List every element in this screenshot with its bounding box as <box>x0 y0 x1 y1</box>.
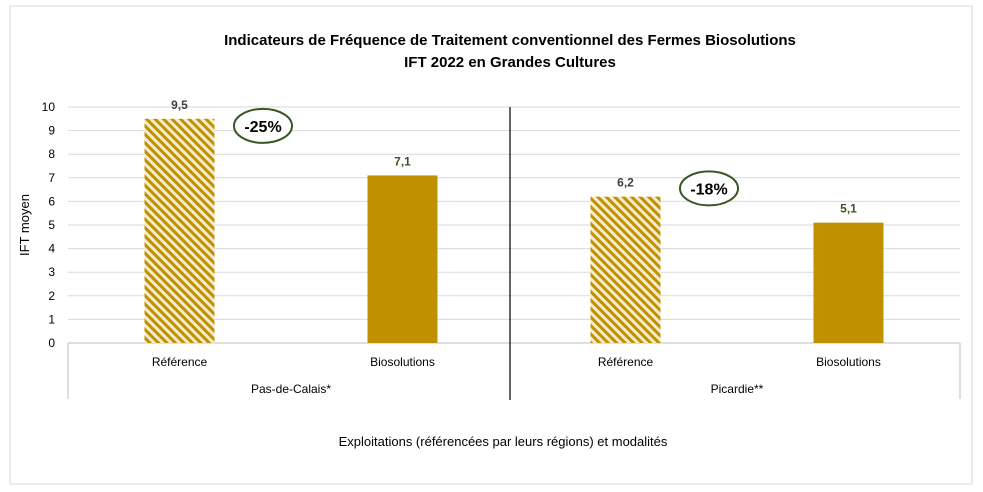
data-label: 9,5 <box>171 98 188 112</box>
y-tick-label: 8 <box>48 147 55 161</box>
y-tick-labels: 0 1 2 3 4 5 6 7 8 9 10 <box>42 100 56 350</box>
bar <box>813 222 884 343</box>
y-tick-label: 3 <box>48 265 55 279</box>
reduction-label: -18% <box>690 181 727 198</box>
group-label: Pas-de-Calais* <box>251 382 331 396</box>
category-label: Biosolutions <box>816 355 881 369</box>
y-tick-label: 7 <box>48 171 55 185</box>
reduction-label: -25% <box>244 119 281 136</box>
category-label: Référence <box>152 355 208 369</box>
y-tick-label: 0 <box>48 336 55 350</box>
category-label: Biosolutions <box>370 355 435 369</box>
bar <box>590 196 661 343</box>
data-label: 5,1 <box>840 202 857 216</box>
y-tick-label: 2 <box>48 289 55 303</box>
y-tick-label: 5 <box>48 218 55 232</box>
chart-subtitle: IFT 2022 en Grandes Cultures <box>404 54 616 71</box>
x-axis-label: Exploitations (référencées par leurs rég… <box>339 434 668 449</box>
chart-title: Indicateurs de Fréquence de Traitement c… <box>224 32 796 49</box>
gridlines <box>68 106 960 344</box>
group-label: Picardie** <box>711 382 764 396</box>
y-tick-label: 6 <box>48 194 55 208</box>
y-tick-label: 1 <box>48 312 55 326</box>
y-tick-label: 10 <box>42 100 56 114</box>
reduction-ellipse <box>233 107 293 144</box>
bars: 9,5 7,1 6,2 5,1 <box>144 98 884 343</box>
category-label: Référence <box>598 355 654 369</box>
category-axis: Référence Biosolutions Pas-de-Calais* Référ… <box>67 107 961 400</box>
bar <box>144 118 215 343</box>
data-label: 7,1 <box>394 154 411 168</box>
reduction-ellipse <box>679 170 739 207</box>
bar <box>367 175 438 343</box>
y-tick-label: 4 <box>48 242 55 256</box>
data-label: 6,2 <box>617 176 634 190</box>
y-tick-label: 9 <box>48 124 55 138</box>
annotations: -25% -18% <box>233 107 739 207</box>
y-axis-label: IFT moyen <box>17 194 32 256</box>
